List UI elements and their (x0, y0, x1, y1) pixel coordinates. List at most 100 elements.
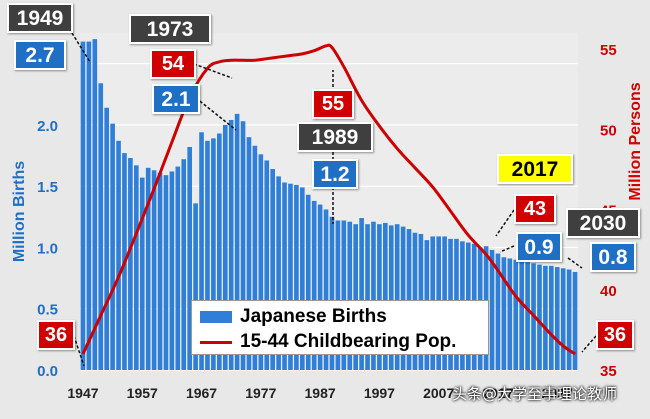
bar-births (252, 145, 258, 370)
bar-births (228, 120, 234, 371)
bar-births (163, 175, 169, 370)
bar-births (554, 267, 560, 370)
legend-pop: 15-44 Childbearing Pop. (200, 331, 456, 353)
y-tick-label: 0.5 (37, 302, 58, 319)
bar-births (205, 140, 210, 370)
bar-births (151, 170, 157, 370)
y-tick-label: 1.0 (37, 240, 58, 257)
x-tick-label: 1957 (127, 385, 158, 401)
bar-births (98, 83, 104, 370)
callout-year-2030: 2030 (566, 208, 640, 238)
bar-births (240, 121, 246, 370)
y2-axis-title: Million Persons (627, 82, 644, 200)
bar-births (513, 259, 519, 370)
callout-arrow (499, 245, 515, 253)
bar-births (288, 183, 293, 370)
bar-births (394, 224, 400, 370)
legend-pop-swatch (200, 340, 232, 344)
line-childbearing-pop (81, 43, 576, 356)
bar-births (359, 218, 364, 370)
bar-births (145, 167, 151, 370)
x-tick-label: 1947 (67, 385, 98, 401)
bar-births (294, 184, 299, 370)
bar-births (537, 264, 542, 370)
callout-arrow (581, 335, 597, 353)
bar-births (104, 107, 109, 371)
bar-births (572, 271, 578, 370)
bar-births (157, 172, 163, 370)
bar-births (181, 159, 187, 370)
bar-births (406, 229, 412, 370)
bar-births (311, 200, 317, 370)
callout-arrow (195, 97, 237, 131)
callout-births-1989: 1.2 (312, 159, 358, 189)
bar-births (222, 124, 228, 370)
bar-births (489, 249, 495, 370)
bar-births (543, 265, 548, 370)
bar-births (139, 177, 145, 370)
callout-births-2017: 0.9 (516, 232, 562, 262)
bar-births (519, 260, 524, 370)
callout-arrow (193, 63, 233, 79)
callout-pop-1973: 54 (150, 49, 196, 79)
bar-births (323, 209, 329, 370)
x-tick-label: 1997 (364, 385, 395, 401)
bar-births (305, 194, 311, 370)
x-tick-label: 1967 (186, 385, 217, 401)
callout-year-1989: 1989 (297, 122, 373, 152)
y-axis-title: Million Births (11, 161, 28, 262)
bar-births (175, 166, 181, 370)
legend-births-label: Japanese Births (240, 306, 387, 327)
bar-births (507, 258, 513, 370)
bar-births (169, 171, 175, 370)
bar-births (187, 146, 192, 370)
x-tick-label: 2007 (423, 385, 454, 401)
bar-births (234, 113, 240, 370)
y2-tick-label: 55 (600, 42, 617, 59)
bar-births (400, 226, 406, 370)
legend: Japanese Births 15-44 Childbearing Pop. (191, 300, 489, 355)
bar-births (110, 123, 115, 370)
callout-year-2017: 2017 (497, 154, 573, 184)
callout-year-1973: 1973 (129, 14, 211, 44)
bar-births (560, 268, 566, 370)
bar-births (211, 138, 216, 370)
callout-pop-1989: 55 (312, 89, 354, 119)
bar-births (270, 169, 275, 370)
x-tick-label: 1987 (305, 385, 336, 401)
bar-births (566, 269, 572, 370)
bar-births (264, 160, 270, 370)
bar-births (495, 253, 501, 370)
callout-arrow (71, 32, 91, 63)
callout-year-1949: 1949 (7, 3, 73, 33)
y-tick-label: 2.0 (37, 118, 58, 135)
callout-arrow (73, 335, 85, 367)
y2-tick-label: 40 (600, 283, 617, 300)
callout-arrow (567, 257, 583, 269)
legend-births: Japanese Births (200, 306, 387, 328)
callout-births-2030: 0.8 (590, 242, 636, 272)
bar-births (276, 176, 281, 370)
bar-births (116, 140, 121, 370)
x-tick-label: 2017 (482, 385, 513, 401)
callout-births-1949: 2.7 (14, 40, 66, 70)
bar-births (353, 224, 358, 370)
bar-births (549, 265, 554, 370)
bar-births (365, 224, 370, 370)
callout-arrow (495, 209, 515, 237)
callout-pop-2017: 43 (514, 194, 556, 224)
legend-pop-label: 15-44 Childbearing Pop. (240, 331, 457, 352)
bar-births (341, 220, 347, 370)
bar-births (388, 225, 394, 370)
bar-births (246, 137, 252, 370)
bar-births (329, 216, 335, 370)
bar-births (335, 220, 341, 370)
y-tick-label: 0.0 (37, 363, 58, 380)
x-tick-label: 1977 (245, 385, 276, 401)
callout-pop-end: 36 (596, 320, 634, 350)
bar-births (347, 221, 353, 370)
bar-births (282, 182, 287, 370)
callout-pop-start: 36 (37, 320, 75, 350)
x-tick-label: 2027 (542, 385, 573, 401)
